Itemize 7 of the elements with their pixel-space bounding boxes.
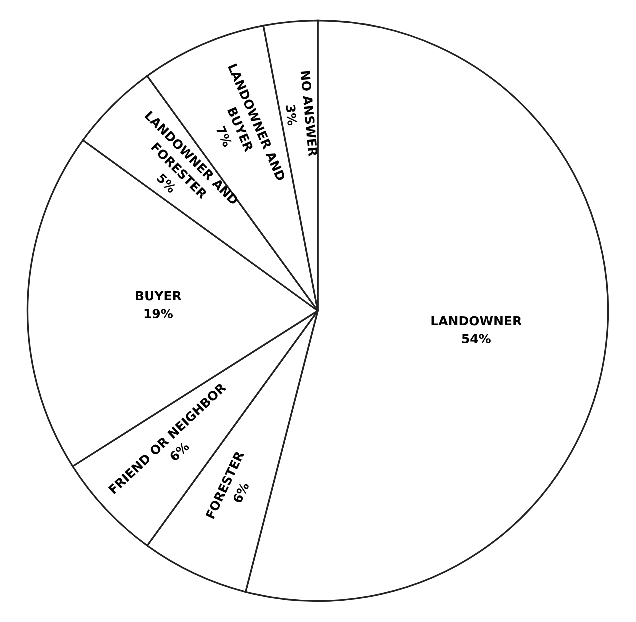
slice-label: NO ANSWER	[300, 71, 318, 157]
data-label: 3%	[286, 105, 298, 126]
data-label: 6%	[169, 441, 190, 462]
slice-label: LANDOWNER	[432, 316, 522, 326]
slice-label: BUYER	[136, 291, 182, 301]
data-label: 19%	[144, 309, 173, 319]
data-label: 54%	[462, 334, 491, 344]
